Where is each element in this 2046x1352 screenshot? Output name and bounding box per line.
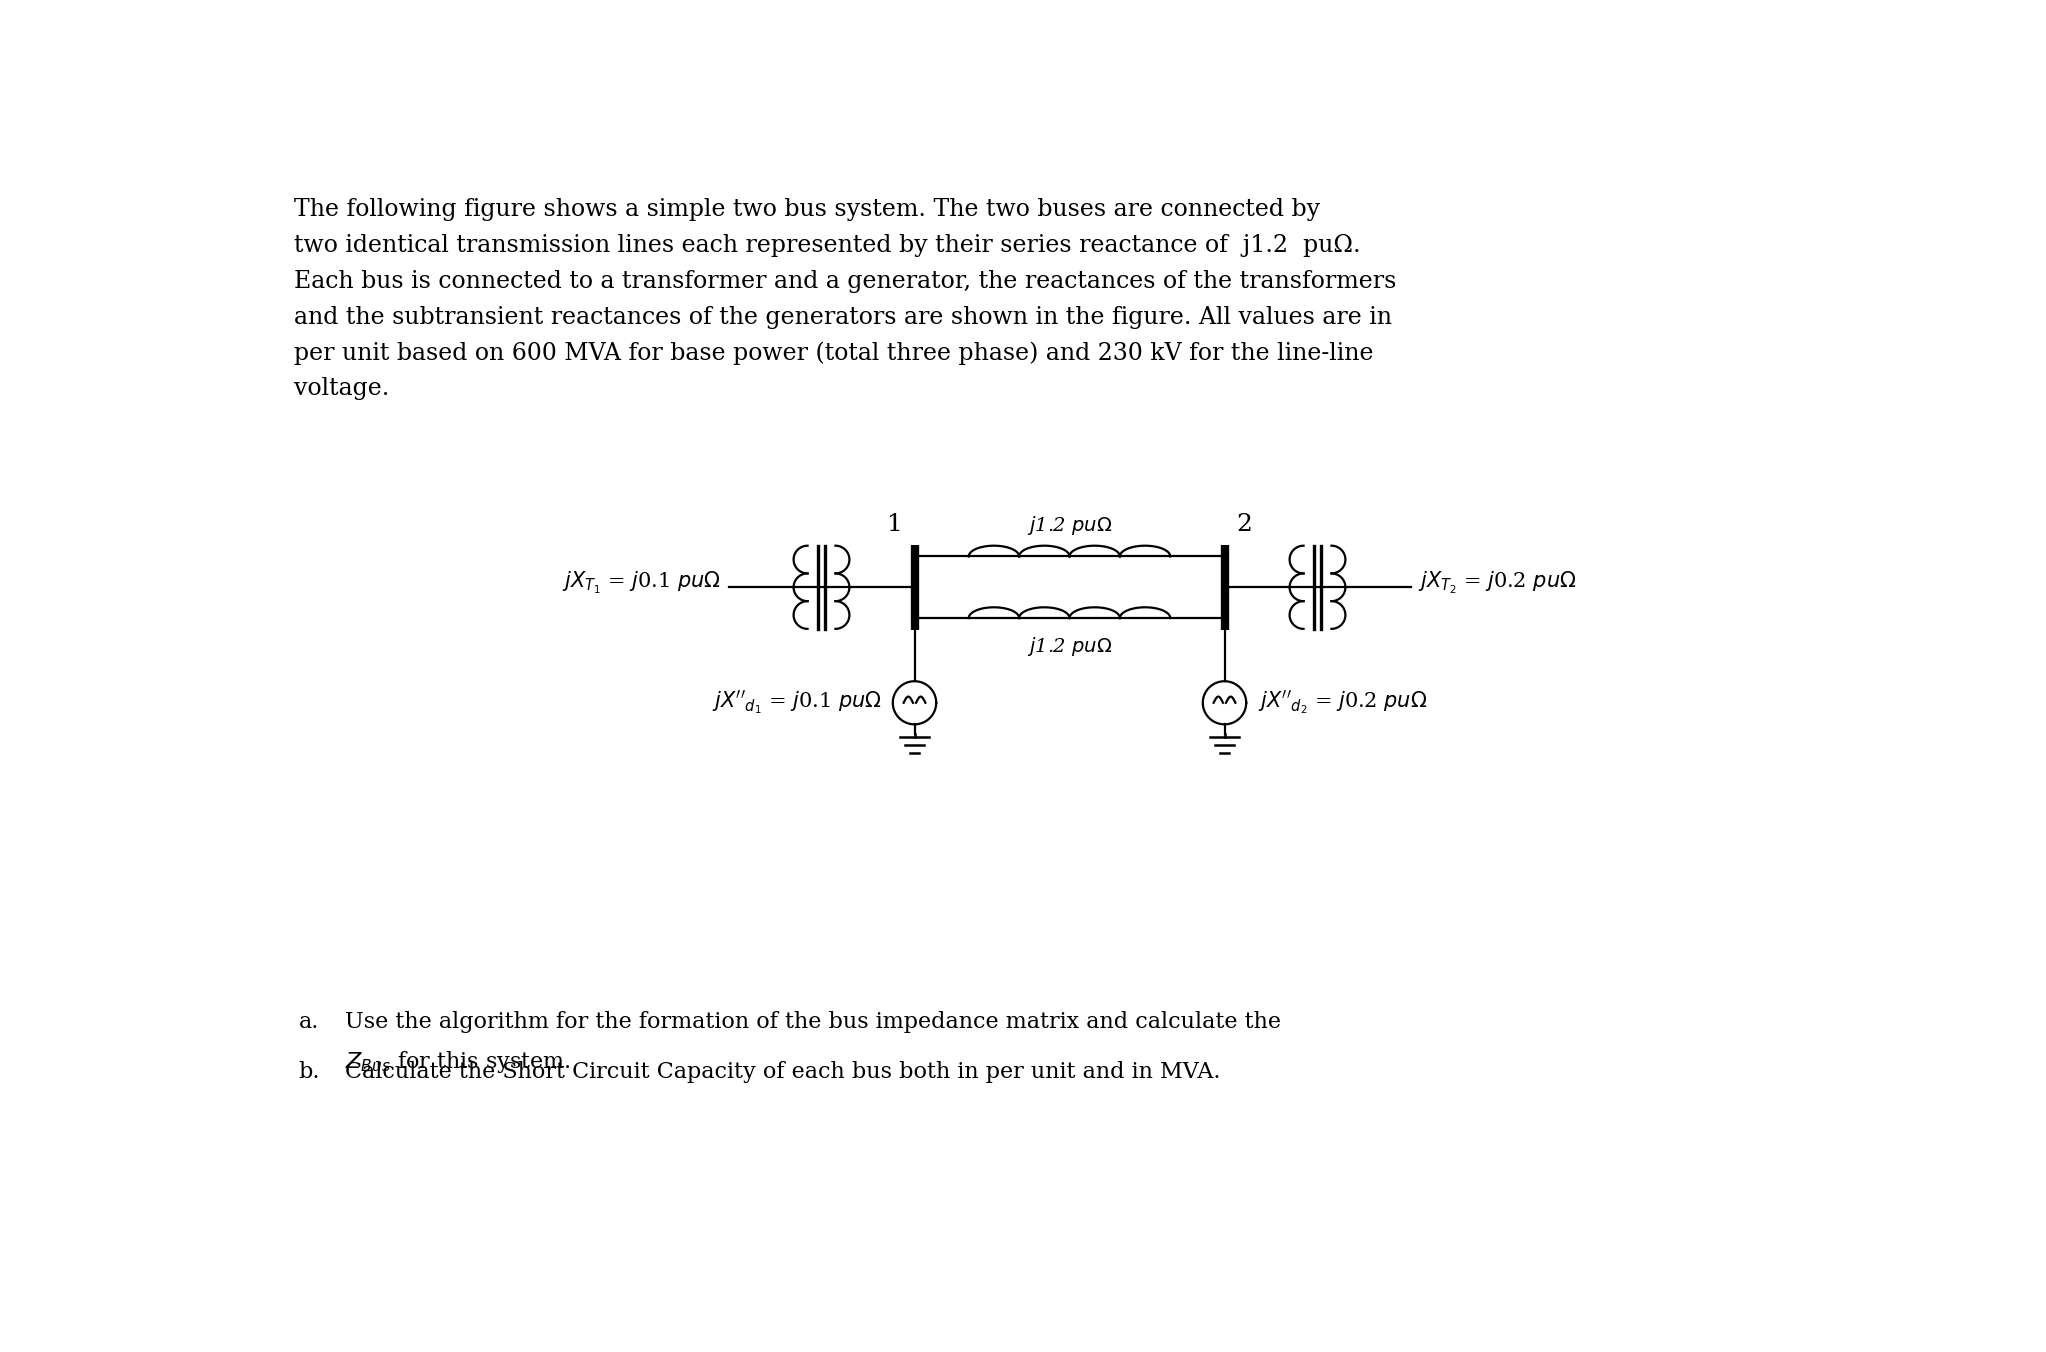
Text: voltage.: voltage.: [295, 377, 391, 400]
Text: $jX''_{d_1}$ = $j$0.1 $pu\Omega$: $jX''_{d_1}$ = $j$0.1 $pu\Omega$: [712, 688, 882, 717]
Text: Calculate the Short Circuit Capacity of each bus both in per unit and in MVA.: Calculate the Short Circuit Capacity of …: [346, 1061, 1219, 1083]
Text: a.: a.: [299, 1011, 319, 1033]
Text: 1: 1: [888, 512, 902, 535]
Text: $jX''_{d_2}$ = $j$0.2 $pu\Omega$: $jX''_{d_2}$ = $j$0.2 $pu\Omega$: [1258, 688, 1426, 717]
Text: The following figure shows a simple two bus system. The two buses are connected : The following figure shows a simple two …: [295, 199, 1320, 222]
Text: two identical transmission lines each represented by their series reactance of  : two identical transmission lines each re…: [295, 234, 1361, 257]
Text: $j$1.2 $pu\Omega$: $j$1.2 $pu\Omega$: [1027, 635, 1113, 658]
Text: $Z_{Bus}$ for this system.: $Z_{Bus}$ for this system.: [346, 1049, 571, 1075]
Text: and the subtransient reactances of the generators are shown in the figure. All v: and the subtransient reactances of the g…: [295, 306, 1393, 329]
Text: b.: b.: [299, 1061, 319, 1083]
Text: per unit based on 600 MVA for base power (total three phase) and 230 kV for the : per unit based on 600 MVA for base power…: [295, 342, 1375, 365]
Text: Use the algorithm for the formation of the bus impedance matrix and calculate th: Use the algorithm for the formation of t…: [346, 1011, 1281, 1033]
Text: $j$1.2 $pu\Omega$: $j$1.2 $pu\Omega$: [1027, 514, 1113, 537]
Text: $jX_{T_1}$ = $j$0.1 $pu\Omega$: $jX_{T_1}$ = $j$0.1 $pu\Omega$: [563, 571, 720, 596]
Text: 2: 2: [1236, 512, 1252, 535]
Text: Each bus is connected to a transformer and a generator, the reactances of the tr: Each bus is connected to a transformer a…: [295, 270, 1397, 293]
Text: $jX_{T_2}$ = $j$0.2 $pu\Omega$: $jX_{T_2}$ = $j$0.2 $pu\Omega$: [1418, 571, 1577, 596]
